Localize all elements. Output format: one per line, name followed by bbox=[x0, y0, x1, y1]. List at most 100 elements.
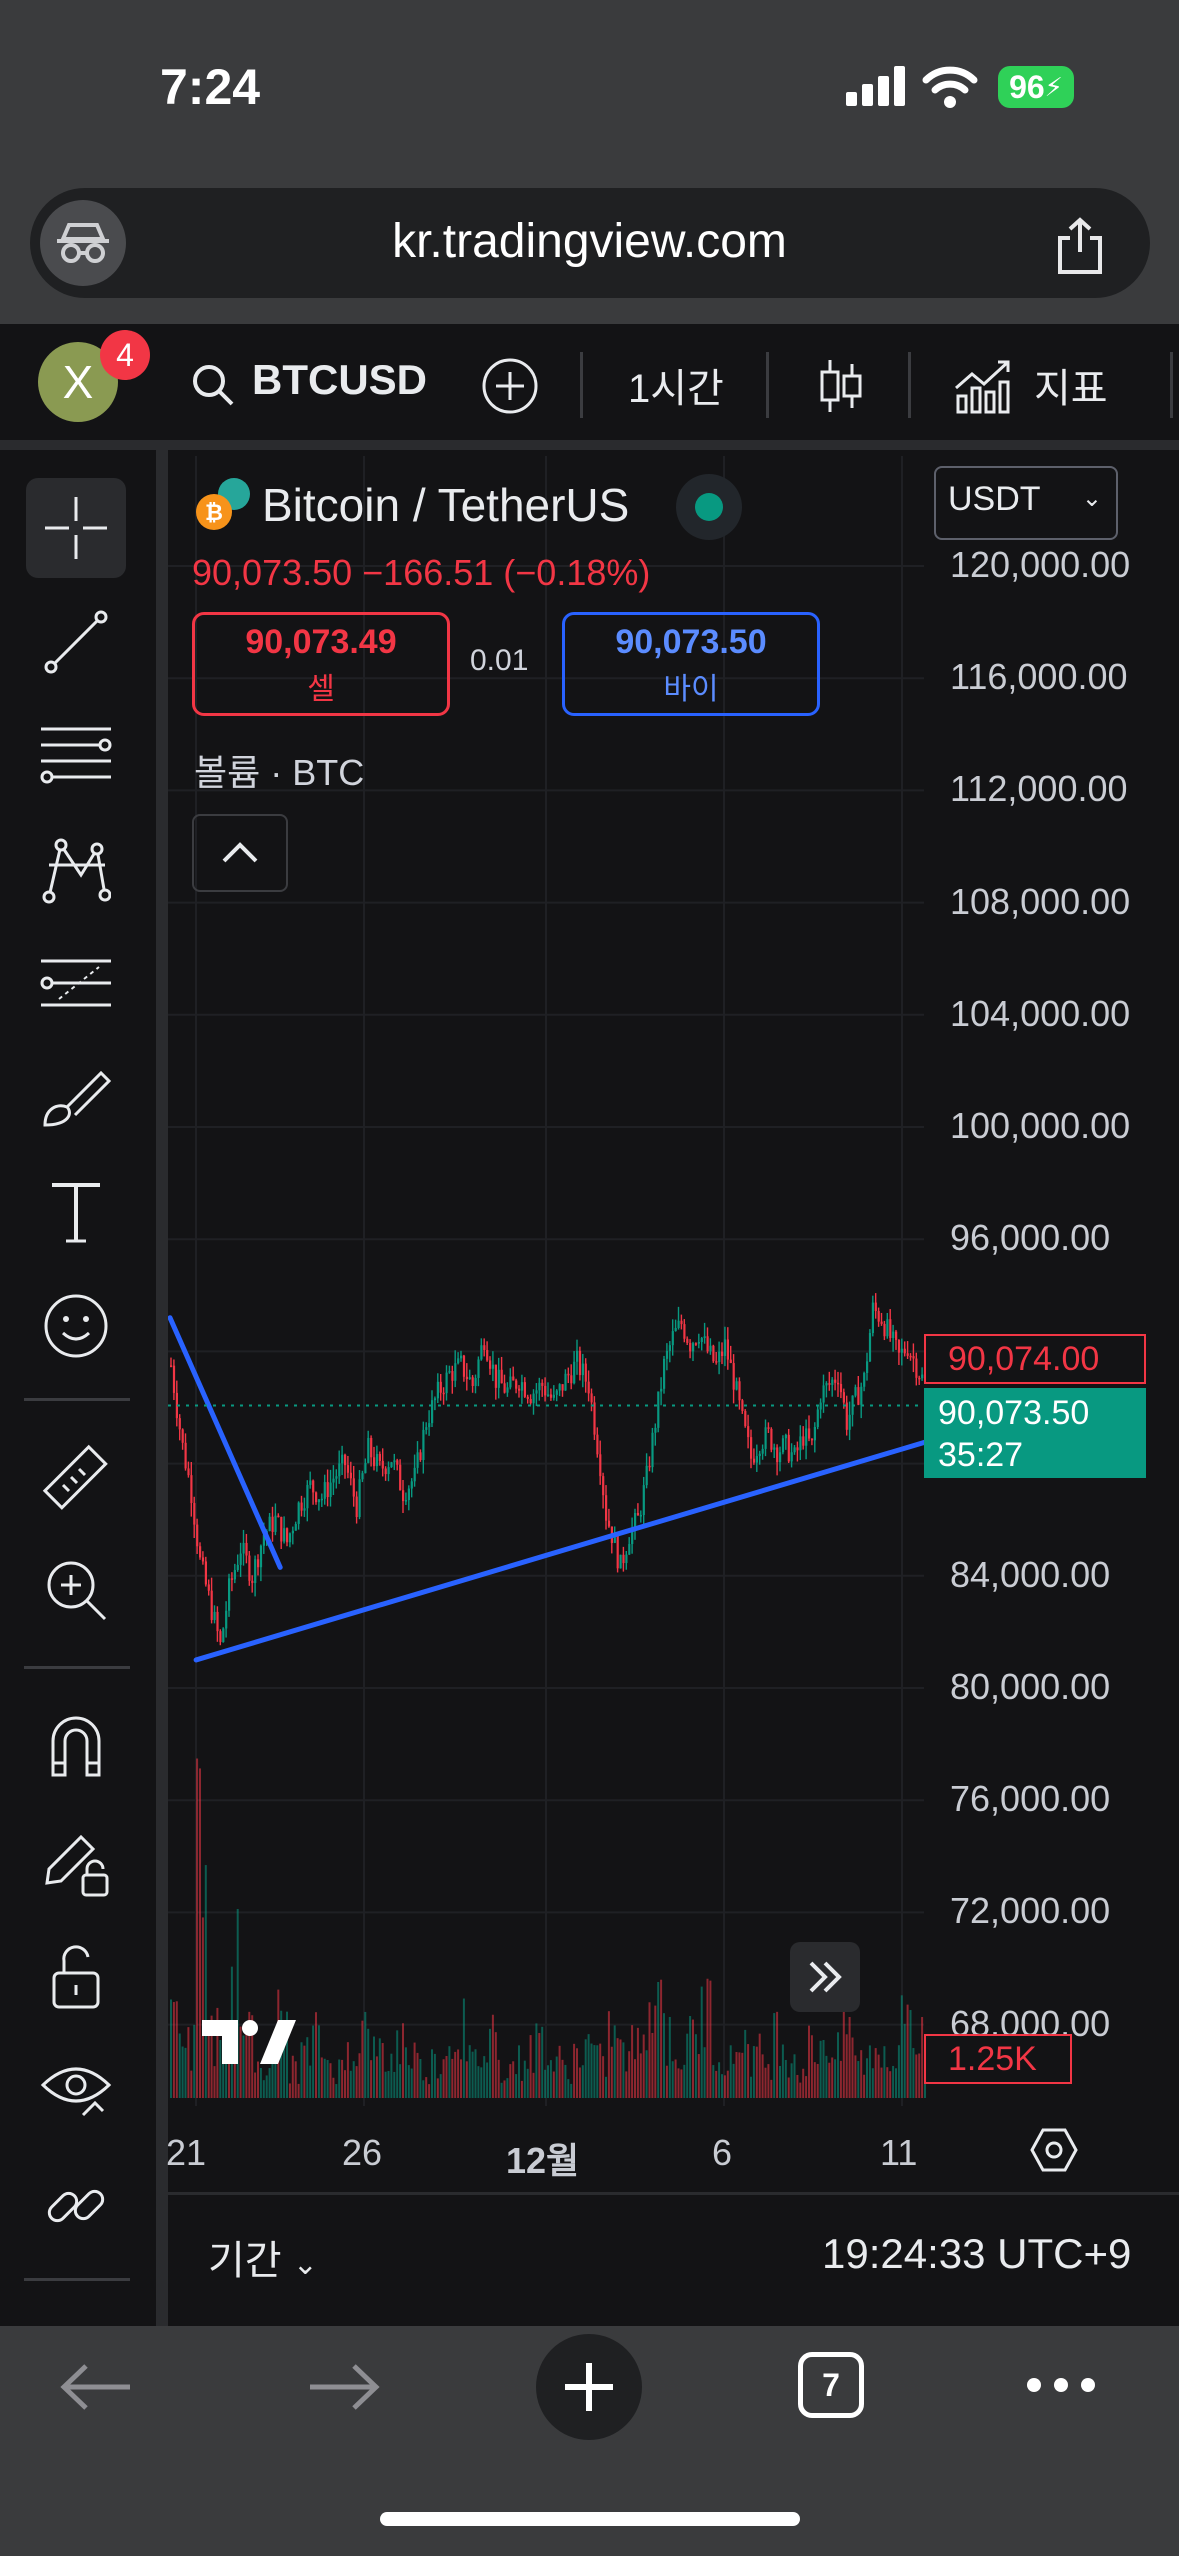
brush-tool[interactable] bbox=[26, 1048, 126, 1148]
buy-button[interactable]: 90,073.50 바이 bbox=[562, 612, 820, 716]
interval-button[interactable]: 1시간 bbox=[628, 367, 724, 411]
volume-bar bbox=[294, 2061, 297, 2098]
measure-tool[interactable] bbox=[26, 1428, 126, 1528]
high-price-label: 90,074.00 bbox=[924, 1334, 1146, 1384]
volume-bar bbox=[857, 2061, 860, 2098]
sell-price: 90,073.49 bbox=[245, 623, 397, 661]
scroll-to-realtime-button[interactable] bbox=[790, 1942, 860, 2012]
volume-bar bbox=[610, 2046, 613, 2098]
volume-bar bbox=[721, 2074, 723, 2098]
magnet-tool[interactable] bbox=[26, 1696, 126, 1796]
cellular-signal-icon bbox=[846, 66, 906, 106]
candles bbox=[170, 1293, 927, 1646]
candle-body bbox=[419, 1452, 422, 1461]
volume-bar bbox=[573, 2043, 576, 2098]
candle-body bbox=[280, 1516, 283, 1542]
hide-tool[interactable] bbox=[26, 2040, 126, 2140]
volume-bar bbox=[779, 2065, 781, 2098]
volume-bar bbox=[761, 2054, 764, 2098]
currency-select[interactable]: USDT ⌄ bbox=[934, 466, 1118, 540]
new-tab-button[interactable] bbox=[536, 2334, 642, 2440]
volume-bar bbox=[222, 2034, 225, 2098]
tabs-button[interactable]: 7 bbox=[798, 2352, 864, 2418]
volume-bar bbox=[196, 1758, 199, 2098]
forward-arrow-icon[interactable] bbox=[306, 2362, 382, 2412]
share-button[interactable] bbox=[1040, 206, 1120, 286]
tradingview-logo[interactable] bbox=[200, 2018, 296, 2066]
pattern-tool[interactable] bbox=[26, 820, 126, 920]
candle-body bbox=[915, 1358, 918, 1378]
volume-bar bbox=[802, 2068, 805, 2098]
symbol-title[interactable]: Bitcoin / TetherUS bbox=[262, 479, 630, 531]
fib-tool[interactable] bbox=[26, 706, 126, 806]
lock-all-tool[interactable] bbox=[26, 1926, 126, 2026]
icon-tool[interactable] bbox=[26, 1276, 126, 1376]
candle-body bbox=[178, 1418, 181, 1430]
volume-bar bbox=[541, 2026, 544, 2098]
candle-body bbox=[291, 1530, 294, 1534]
volume-bar bbox=[915, 2054, 918, 2098]
volume-bar bbox=[268, 2068, 271, 2098]
volume-bar bbox=[465, 2061, 468, 2098]
volume-bar bbox=[750, 2076, 752, 2098]
trend-line bbox=[193, 1433, 950, 1663]
ruler-icon bbox=[42, 1444, 108, 1510]
back-arrow-icon[interactable] bbox=[58, 2362, 134, 2412]
market-status-icon[interactable] bbox=[676, 474, 742, 540]
volume-bar bbox=[660, 1979, 663, 2098]
sell-button[interactable]: 90,073.49 셀 bbox=[192, 612, 450, 716]
price-chart[interactable] bbox=[168, 456, 1179, 2108]
candle-body bbox=[892, 1331, 895, 1338]
indicators-icon[interactable] bbox=[952, 358, 1014, 414]
date-range-button[interactable]: 기간 ⌄ bbox=[208, 2239, 318, 2283]
volume-bar bbox=[402, 2023, 404, 2098]
candle-body bbox=[918, 1377, 921, 1380]
volume-bar bbox=[561, 2059, 564, 2098]
collapse-legend-button[interactable] bbox=[192, 814, 288, 892]
volume-bar bbox=[747, 2044, 750, 2098]
candle-body bbox=[657, 1391, 660, 1428]
trend-line-tool[interactable] bbox=[26, 592, 126, 692]
candle-body bbox=[309, 1480, 312, 1485]
candle-body bbox=[895, 1331, 898, 1340]
address-bar[interactable] bbox=[30, 188, 1150, 298]
text-tool[interactable] bbox=[26, 1162, 126, 1262]
candle-body bbox=[808, 1428, 811, 1439]
link-tool[interactable] bbox=[26, 2156, 126, 2256]
lock-drawings-tool[interactable] bbox=[26, 1812, 126, 1912]
volume-bar bbox=[639, 2053, 642, 2098]
forecast-tool[interactable] bbox=[26, 934, 126, 1034]
zoom-tool[interactable] bbox=[26, 1540, 126, 1640]
candle-body bbox=[634, 1513, 637, 1528]
volume-bar bbox=[628, 2051, 631, 2098]
volume-bar bbox=[729, 2045, 732, 2098]
candle-body bbox=[909, 1355, 912, 1358]
candle-body bbox=[648, 1465, 651, 1468]
chart-settings-button[interactable] bbox=[1026, 2122, 1082, 2178]
notification-badge: 4 bbox=[100, 330, 150, 380]
candle-body bbox=[747, 1426, 750, 1438]
candle-body bbox=[776, 1447, 779, 1463]
crosshair-tool[interactable] bbox=[26, 478, 126, 578]
candle-body bbox=[512, 1376, 515, 1381]
volume-bar bbox=[808, 2025, 810, 2098]
timezone-clock[interactable]: 19:24:33 UTC+9 bbox=[822, 2230, 1132, 2277]
candles-chart-type-icon[interactable] bbox=[816, 356, 866, 416]
volume-bar bbox=[805, 2076, 808, 2098]
candle-body bbox=[407, 1488, 410, 1501]
symbol-search-button[interactable]: BTCUSD bbox=[252, 356, 427, 403]
candle-body bbox=[193, 1503, 196, 1525]
compare-symbol-icon[interactable] bbox=[480, 356, 540, 416]
more-options-icon[interactable] bbox=[1024, 2374, 1098, 2396]
candle-body bbox=[544, 1385, 547, 1396]
candle-body bbox=[744, 1410, 747, 1427]
candle-body bbox=[213, 1611, 216, 1621]
indicators-button[interactable]: 지표 bbox=[1034, 367, 1108, 411]
candle-body bbox=[573, 1361, 576, 1384]
volume-bar bbox=[889, 2071, 892, 2098]
candle-body bbox=[819, 1402, 822, 1410]
candle-body bbox=[297, 1502, 300, 1524]
volume-bar bbox=[880, 2067, 883, 2098]
private-browsing-button[interactable] bbox=[40, 200, 126, 286]
volume-indicator-label[interactable]: 볼륨 · BTC bbox=[194, 752, 365, 793]
